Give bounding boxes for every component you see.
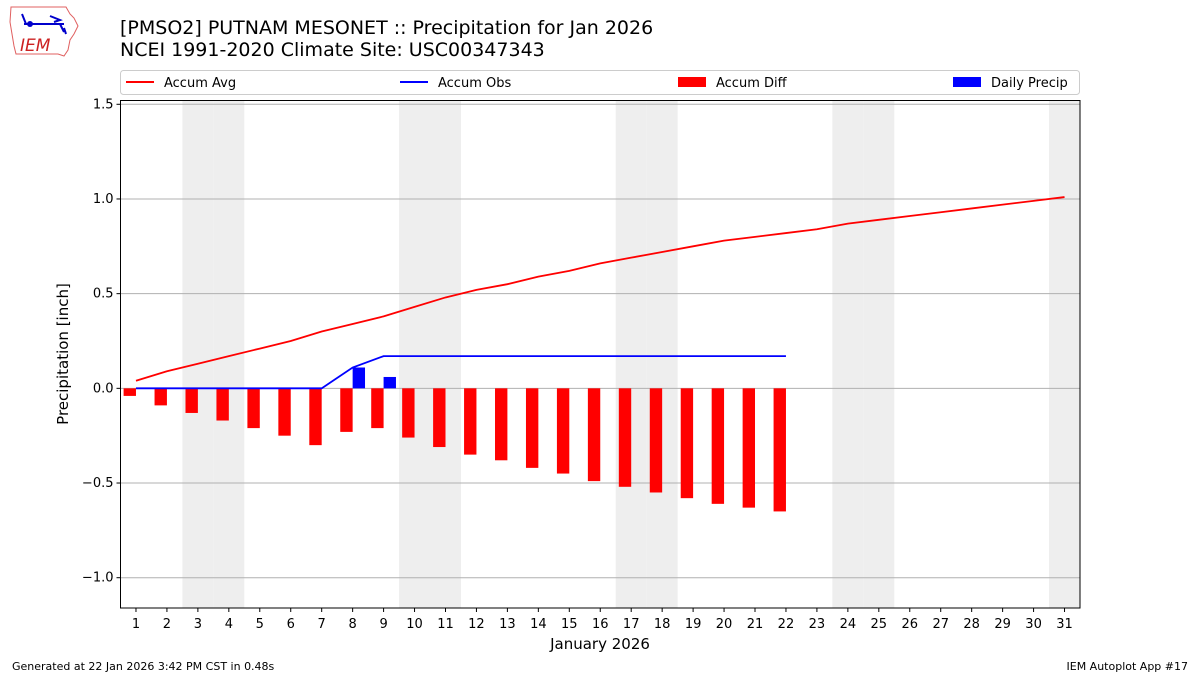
x-axis-label: January 2026 [549,635,650,653]
legend: Accum Avg Accum Obs Accum Diff Daily Precip [120,70,1080,95]
x-tick-label: 7 [318,617,326,632]
legend-label: Accum Avg [164,76,236,91]
y-axis-label: Precipitation [inch] [54,283,72,425]
x-tick-label: 11 [437,617,454,632]
weekend-shade [399,100,431,608]
bar-accum-diff [247,388,260,429]
x-tick-label: 19 [685,617,702,632]
x-tick-label: 26 [901,617,918,632]
legend-label: Accum Obs [438,76,511,91]
legend-label: Accum Diff [716,76,788,91]
x-tick-label: 29 [994,617,1011,632]
bar-accum-diff [742,388,756,508]
footer-generated: Generated at 22 Jan 2026 3:42 PM CST in … [12,660,275,673]
line-accum-obs [135,355,786,390]
x-tick-label: 8 [348,617,356,632]
x-tick-label: 1 [132,617,140,632]
bar-accum-diff [340,388,353,432]
x-tick-label: 20 [716,617,733,632]
bar-accum-diff [309,388,322,446]
y-tick-label: 0.5 [93,287,114,302]
bar-accum-diff [154,388,167,406]
x-tick-label: 23 [809,617,826,632]
bar-accum-diff [185,388,198,413]
bar-accum-diff [680,388,694,499]
weekend-shade [182,100,214,608]
bar-accum-diff [618,388,632,487]
x-tick-label: 28 [963,617,980,632]
bar-daily-precip [352,367,366,389]
plot-frame [120,100,1081,609]
title-line-1: [PMSO2] PUTNAM MESONET :: Precipitation … [120,17,654,39]
y-tick-label: 1.0 [93,192,114,207]
legend-label: Daily Precip [991,76,1068,91]
x-tick-label: 14 [530,617,547,632]
x-tick-label: 13 [499,617,516,632]
bar-accum-diff [123,388,136,396]
x-tick-label: 15 [561,617,578,632]
weekend-shade [646,100,678,608]
x-tick-label: 21 [747,617,764,632]
bar-accum-diff [649,388,663,493]
x-tick-label: 22 [778,617,795,632]
x-tick-label: 16 [592,617,609,632]
bar-accum-diff [773,388,786,512]
bar-accum-diff [587,388,601,482]
x-tick-label: 24 [840,617,857,632]
legend-swatch [678,77,706,87]
y-tick-label: 0.0 [93,381,114,396]
legend-swatch [953,77,981,87]
bar-accum-diff [711,388,725,504]
weekend-shade [863,100,895,608]
x-tick-label: 31 [1056,617,1073,632]
y-tick-label: −0.5 [82,476,114,491]
bar-accum-diff [278,388,291,436]
x-tick-label: 17 [623,617,640,632]
weekend-shade [430,100,461,608]
x-tick-label: 9 [379,617,387,632]
x-tick-label: 3 [194,617,202,632]
bar-accum-diff [525,388,539,468]
bar-accum-diff [464,388,477,455]
x-tick-label: 4 [225,617,233,632]
x-tick-label: 30 [1025,617,1042,632]
bar-accum-diff [495,388,508,461]
bar-accum-diff [556,388,570,474]
x-tick-label: 2 [163,617,171,632]
weekend-shade [1049,100,1080,608]
footer-app: IEM Autoplot App #17 [1066,660,1189,673]
bar-accum-diff [216,388,229,421]
x-tick-label: 10 [406,617,423,632]
title-line-2: NCEI 1991-2020 Climate Site: USC00347343 [120,39,545,61]
x-tick-label: 6 [287,617,295,632]
x-tick-label: 25 [871,617,888,632]
iem-logo: IEM [8,4,80,62]
bar-accum-diff [402,388,415,438]
weekend-shade [615,100,647,608]
bar-daily-precip [383,376,396,389]
x-tick-label: 12 [468,617,485,632]
line-accum-avg [135,196,1065,382]
x-tick-label: 18 [654,617,671,632]
weekend-shade [832,100,864,608]
y-tick-label: 1.5 [93,97,114,112]
bar-accum-diff [371,388,384,429]
x-tick-label: 5 [256,617,264,632]
bar-accum-diff [433,388,446,448]
x-tick-label: 27 [932,617,949,632]
chart-title: [PMSO2] PUTNAM MESONET :: Precipitation … [120,17,653,61]
y-tick-label: −1.0 [82,571,114,586]
svg-text:IEM: IEM [20,36,51,56]
